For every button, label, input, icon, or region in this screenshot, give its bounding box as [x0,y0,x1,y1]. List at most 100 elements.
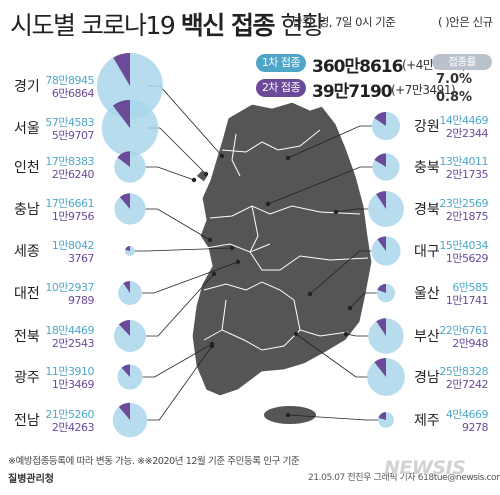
leader-line-15 [345,333,369,337]
new-count-note: ( )안은 신규 [438,15,493,29]
title-part-3: 접종 [230,11,276,40]
region-second-value-15: 2만948 [452,337,488,350]
region-marker-14 [347,305,353,311]
pie-slice-second-17 [378,412,386,420]
leader-line-14 [349,292,377,309]
pie-slice-second-10 [374,111,386,126]
region-second-value-9: 2만4263 [52,421,95,434]
vaccination-rate-badge: 접종률 [432,54,492,70]
leader-line-10 [287,125,372,159]
pie-slice-second-2 [112,99,130,128]
unit-note: 단위: 명, 7일 0시 기준 [292,15,396,29]
region-name-9: 전남 [14,413,40,429]
region-second-value-8: 1만3469 [52,378,95,391]
leader-line-4 [145,208,211,241]
region-name-1: 경기 [14,79,40,95]
region-marker-6 [235,259,241,265]
region-second-value-3: 2만6240 [52,168,95,181]
region-name-12: 경북 [414,202,440,218]
pie-slice-second-7 [118,320,130,336]
region-marker-2 [203,171,209,177]
region-first-value-6: 10만2937 [45,281,94,294]
region-name-13: 대구 [414,244,440,260]
region-second-value-11: 2만1735 [446,168,489,181]
leader-line-17 [287,414,379,421]
second-dose-rate: 0.8% [436,90,473,105]
region-name-5: 세종 [14,244,40,260]
region-name-7: 전북 [14,329,40,345]
leader-line-12 [335,208,369,213]
leader-line-5 [134,247,233,252]
leader-line-9 [147,345,213,421]
first-dose-rate: 7.0% [436,72,473,87]
region-marker-5 [229,245,235,251]
region-marker-4 [207,237,213,243]
region-second-value-6: 9789 [68,294,94,307]
region-second-value-1: 6만6864 [52,87,95,100]
region-first-value-5: 1만8042 [52,239,94,252]
region-marker-13 [307,291,313,297]
region-marker-12 [333,209,339,215]
leader-line-7 [145,273,215,337]
first-dose-pill: 1차 접종 [256,54,306,72]
pie-slice-second-4 [119,193,130,209]
second-dose-total: 39만7190 [312,82,393,102]
region-marker-9 [209,343,215,349]
region-second-value-12: 2만1875 [446,210,489,223]
region-name-8: 광주 [14,370,40,386]
region-first-value-1: 78만8945 [45,74,94,87]
region-name-11: 충북 [414,160,440,176]
region-first-value-10: 14만4469 [439,114,488,127]
source-label: 질병관리청 [8,474,54,485]
pie-slice-second-16 [374,358,386,377]
region-second-value-16: 2만7242 [446,378,488,391]
region-first-value-13: 15만4034 [439,239,488,252]
region-name-17: 제주 [414,413,440,429]
leader-line-16 [295,333,368,378]
first-dose-total: 360만8616 [312,57,403,77]
region-first-value-7: 18만4469 [45,324,94,337]
korea-map [191,101,373,424]
newsis-watermark: NEWSIS [384,457,466,479]
region-marker-1 [219,153,225,159]
region-marker-17 [285,412,291,418]
region-second-value-2: 5만9707 [52,129,95,142]
province-borders [203,129,369,351]
region-name-14: 울산 [414,286,440,302]
pie-slice-second-14 [377,283,386,293]
region-name-3: 인천 [14,160,40,176]
second-dose-pill: 2차 접종 [256,79,306,97]
region-first-value-14: 6만585 [452,281,488,294]
leader-line-3 [145,166,195,181]
pie-slice-second-15 [376,318,386,336]
leader-lines [134,85,379,421]
region-marker-7 [211,271,217,277]
region-first-value-16: 25만8328 [439,365,488,378]
pie-slice-second-3 [117,151,130,167]
region-first-value-12: 23만2569 [439,197,488,210]
region-name-16: 경남 [414,370,440,386]
region-first-value-17: 4만4669 [446,408,489,421]
pie-slice-second-11 [374,153,386,167]
region-name-2: 서울 [14,121,40,137]
region-second-value-4: 1만9756 [52,210,95,223]
region-first-value-15: 22만6761 [439,324,488,337]
pie-slice-second-5 [125,246,130,251]
region-second-value-7: 2만2543 [52,337,95,350]
region-second-value-14: 1만1741 [446,294,488,307]
pie-slice-second-1 [113,53,130,86]
region-second-value-17: 9278 [462,421,488,434]
region-second-value-10: 2만2344 [446,127,489,140]
leader-line-6 [141,261,239,294]
region-first-value-8: 11만3910 [45,365,94,378]
pie-slice-second-8 [121,364,130,377]
pie-slice-second-6 [123,281,130,293]
page-title: 시도별 코로나19 백신 접종 현황 [10,6,325,42]
region-marker-3 [191,177,197,183]
region-marker-16 [293,331,299,337]
region-name-15: 부산 [414,329,440,345]
region-marker-10 [285,155,291,161]
region-marker-15 [343,331,349,337]
